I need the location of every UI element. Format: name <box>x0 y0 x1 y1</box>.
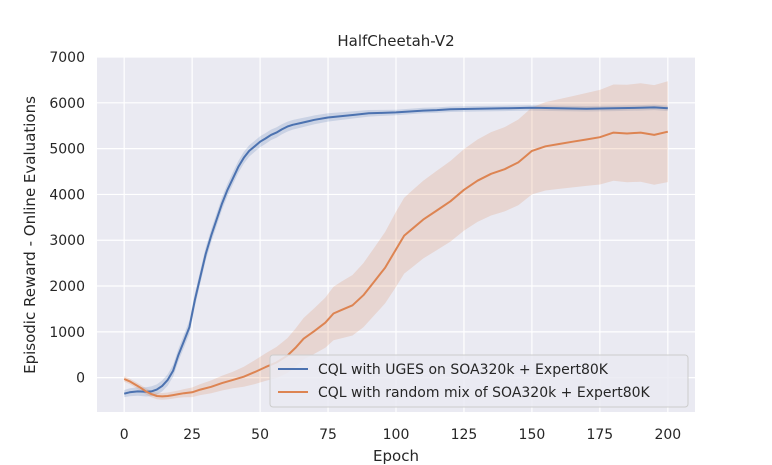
y-tick-label: 5000 <box>49 142 85 158</box>
series-lines <box>123 106 669 398</box>
y-tick-label: 1000 <box>49 325 85 341</box>
x-tick-label: 0 <box>120 427 129 443</box>
x-tick-label: 150 <box>519 427 546 443</box>
y-tick-label: 4000 <box>49 187 85 203</box>
chart-title: HalfCheetah-V2 <box>337 32 454 50</box>
y-tick-labels: 0 1000 2000 3000 4000 5000 6000 7000 <box>49 50 85 387</box>
legend-label-random: CQL with random mix of SOA320k + Expert8… <box>318 385 651 401</box>
y-tick-label: 3000 <box>49 233 85 249</box>
y-tick-label: 0 <box>76 371 85 387</box>
y-tick-label: 7000 <box>49 50 85 66</box>
y-axis-label: Episodic Reward - Online Evaluations <box>21 96 39 374</box>
legend-label-uges: CQL with UGES on SOA320k + Expert80K <box>318 362 609 378</box>
y-tick-label: 2000 <box>49 279 85 295</box>
x-tick-label: 100 <box>383 427 410 443</box>
x-tick-label: 125 <box>451 427 478 443</box>
x-tick-label: 175 <box>586 427 613 443</box>
line-random-mix <box>123 130 669 398</box>
x-tick-label: 25 <box>183 427 201 443</box>
x-tick-label: 200 <box>654 427 681 443</box>
band-random-mix <box>124 81 668 400</box>
x-tick-label: 50 <box>251 427 269 443</box>
x-tick-label: 75 <box>319 427 337 443</box>
y-tick-label: 6000 <box>49 96 85 112</box>
x-tick-labels: 0 25 50 75 100 125 150 175 200 <box>120 427 681 443</box>
line-uges <box>123 106 668 395</box>
legend: CQL with UGES on SOA320k + Expert80K CQL… <box>269 354 689 408</box>
confidence-bands <box>124 81 668 400</box>
x-axis-label: Epoch <box>373 447 419 465</box>
legend-box <box>269 354 689 408</box>
